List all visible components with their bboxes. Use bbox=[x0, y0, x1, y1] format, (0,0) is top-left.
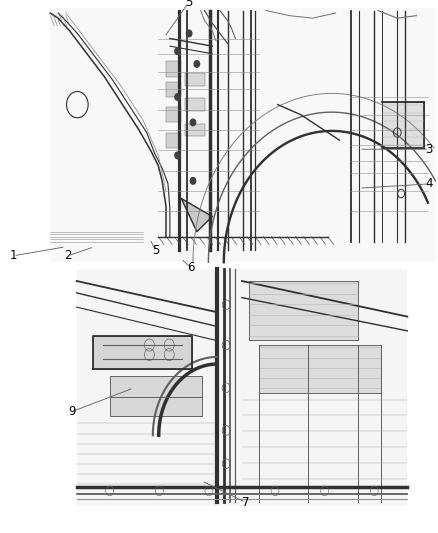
Text: 9: 9 bbox=[68, 405, 76, 418]
Circle shape bbox=[187, 30, 192, 37]
Circle shape bbox=[190, 177, 196, 184]
Polygon shape bbox=[181, 199, 212, 232]
Bar bbox=[110, 376, 202, 416]
Text: 1: 1 bbox=[9, 249, 17, 262]
Circle shape bbox=[175, 48, 180, 54]
Bar bbox=[50, 8, 436, 262]
Bar bbox=[185, 98, 205, 111]
Bar bbox=[258, 345, 381, 392]
Bar bbox=[166, 82, 181, 97]
Text: 7: 7 bbox=[241, 496, 249, 508]
Text: 3: 3 bbox=[426, 143, 433, 156]
Bar bbox=[249, 281, 358, 341]
Bar bbox=[93, 336, 192, 369]
Bar bbox=[166, 107, 181, 123]
Bar bbox=[166, 133, 181, 148]
Text: 4: 4 bbox=[425, 177, 433, 190]
Circle shape bbox=[194, 61, 200, 67]
Circle shape bbox=[175, 94, 180, 100]
Text: 6: 6 bbox=[187, 261, 194, 274]
Text: 5: 5 bbox=[152, 244, 159, 257]
Bar bbox=[166, 61, 181, 77]
Bar bbox=[185, 124, 205, 136]
Bar bbox=[77, 269, 407, 506]
Bar bbox=[382, 102, 424, 148]
Text: 2: 2 bbox=[64, 249, 72, 262]
Circle shape bbox=[175, 152, 180, 159]
Bar bbox=[185, 73, 205, 85]
Circle shape bbox=[190, 119, 196, 126]
Text: 5: 5 bbox=[185, 0, 192, 9]
